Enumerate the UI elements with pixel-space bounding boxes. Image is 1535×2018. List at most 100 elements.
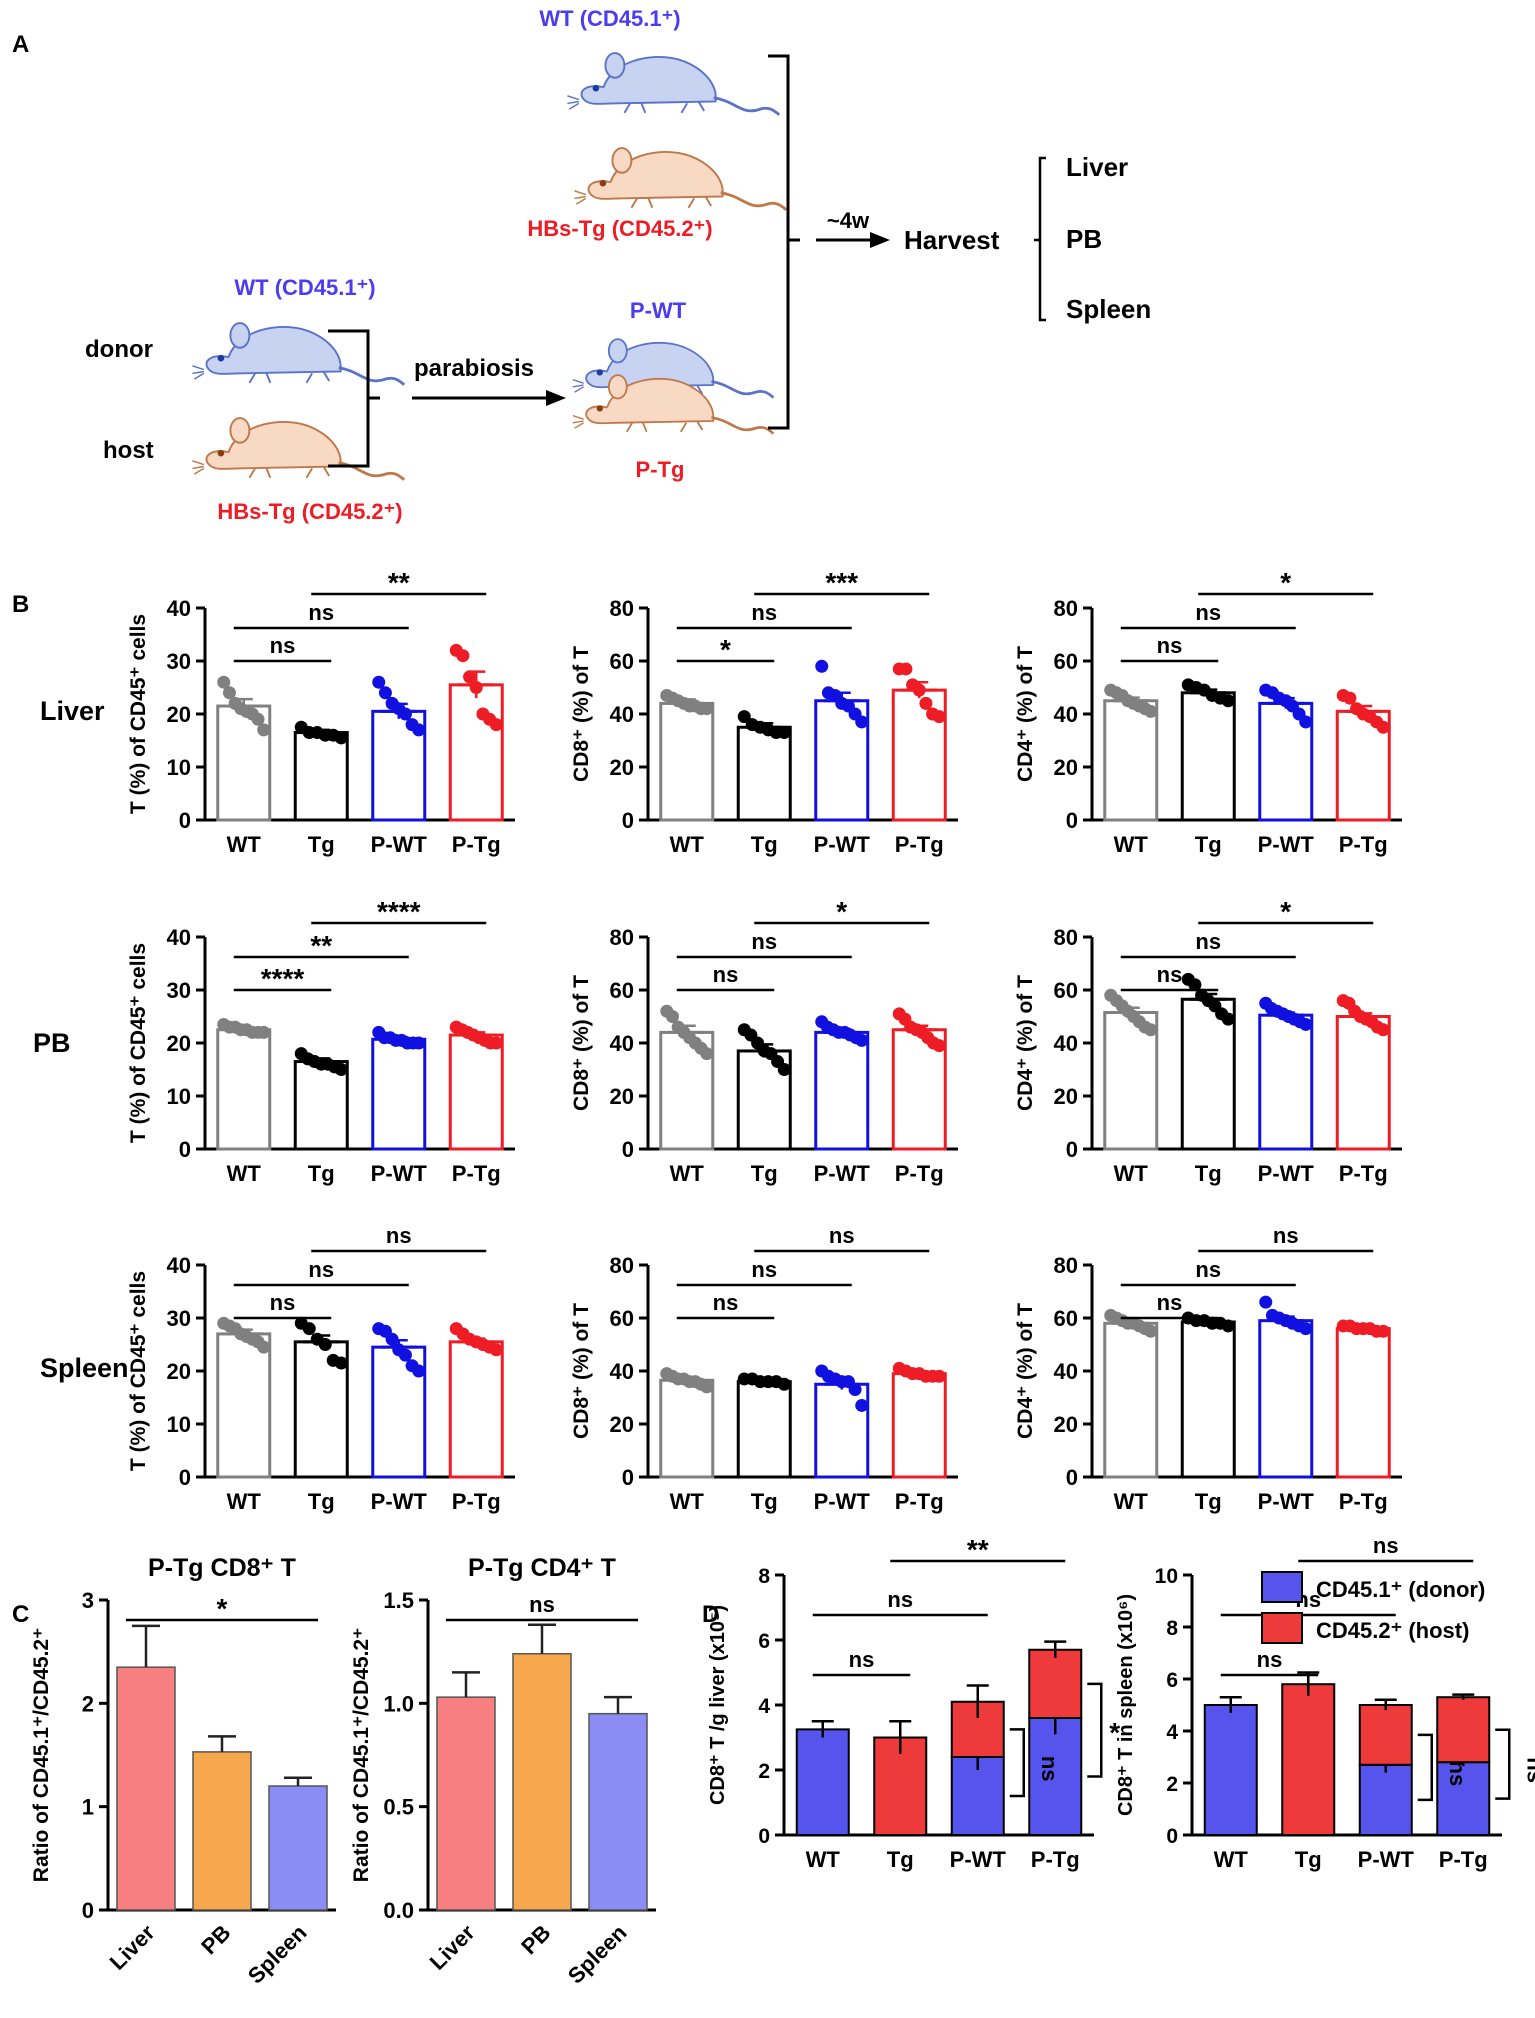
y-tick-label: 80 [1054,596,1078,621]
significance-label: ns [829,1223,855,1248]
mouse-whiskers [192,460,205,475]
chart-spleen-t: 0 10 20 30 40 T (%) of CD45⁺ cells WT Tg P-WT P-T… [127,1223,515,1514]
wt-top-label: WT (CD45.1⁺) [539,6,680,31]
chart-d-liver-stacked: 0 2 4 6 8 CD8⁺ T /g liver (x10⁵) WT Tg P-WT P-Tg n… [707,1534,1120,1872]
y-tick-label: 1 [82,1795,94,1820]
x-tick-label: P-WT [814,1161,871,1186]
x-tick-label: WT [227,1489,262,1514]
data-point [1188,978,1202,992]
y-tick-label: 20 [610,755,634,780]
y-tick-label: 40 [167,925,191,950]
bar [891,1372,947,1479]
y-tick-label: 30 [167,978,191,1003]
x-tick-label: WT [1214,1847,1249,1872]
y-axis-label: CD4⁺ (%) of T [1014,646,1037,782]
donor-segment [1203,1704,1258,1836]
arrow-head-icon [546,390,566,406]
y-tick-label: 40 [167,1253,191,1278]
y-tick-label: 0 [1066,1465,1078,1490]
chart-liver-t: 0 10 20 30 40 T (%) of CD45⁺ cells WT Tg P-WT P-T… [127,567,515,857]
y-tick-label: 20 [167,702,191,727]
y-tick-label: 30 [167,649,191,674]
data-point [469,681,483,694]
data-point [378,686,392,700]
within-group-bracket [1087,1682,1103,1778]
host-segment [1436,1696,1491,1764]
mouse-tail [711,380,775,399]
chart-c-cd8-ratio: 0 1 2 3 Ratio of CD45.1⁺/CD45.2⁺ P-Tg CD8⁺ T L… [30,1554,336,1989]
y-tick-label: 60 [610,978,634,1003]
data-point [398,707,412,721]
bar [448,1033,504,1151]
y-tick-label: 40 [1054,702,1078,727]
x-tick-label: Tg [308,1489,335,1514]
data-point [456,649,470,663]
data-point [777,1377,791,1391]
parabiosis-label: parabiosis [414,355,534,382]
data-point [1299,1017,1313,1031]
data-point [257,1340,271,1354]
mouse-head [587,180,621,200]
y-tick-label: 80 [610,925,634,950]
bar [1258,1013,1314,1151]
y-tick-label: 40 [610,702,634,727]
data-point [1343,691,1357,705]
x-tick-label: P-Tg [1339,1161,1388,1186]
bar [736,1380,792,1479]
significance-label: ns [751,1257,777,1282]
x-tick-label: WT [227,832,262,857]
mouse-feet [623,101,706,114]
y-tick-label: 6 [1166,1669,1178,1692]
data-point [1299,1322,1313,1336]
x-tick-label: P-Tg [452,1489,501,1514]
bar [116,1666,176,1911]
significance-label: ns [1157,633,1183,658]
significance-label: ns [1195,1257,1221,1282]
data-point [1221,694,1235,708]
wt-donor-label: WT (CD45.1⁺) [234,275,375,300]
data-point [700,1047,714,1061]
chart-pb-t: 0 10 20 30 40 T (%) of CD45⁺ cells WT Tg P-WT P-T… [127,896,515,1186]
data-point [1259,1295,1273,1309]
donor-segment [1358,1763,1413,1837]
donor-segment [1436,1761,1491,1836]
legend-label-donor: CD45.1⁺ (donor) [1316,1577,1485,1602]
y-tick-label: 60 [1054,978,1078,1003]
y-tick-label: 3 [82,1588,94,1613]
bar [1258,1319,1314,1479]
bar [588,1712,648,1911]
data-point [665,1010,679,1023]
mouse-feet [248,371,331,384]
mouse-tail [338,366,406,386]
x-tick-label: WT [227,1161,262,1186]
host-mouse-icon [192,417,406,481]
data-point [815,659,829,673]
p-tg-mouse-icon [572,374,775,435]
tg-top-label: HBs-Tg (CD45.2⁺) [527,216,712,241]
data-point [489,1343,503,1357]
mouse-eye [596,405,603,412]
mouse-ear [607,338,628,364]
y-tick-label: 20 [1054,1084,1078,1109]
panel-label-c: C [12,1601,29,1628]
bar [436,1696,496,1911]
mouse-eye [592,84,600,92]
data-point [257,723,271,737]
x-tick-label: P-Tg [895,1489,944,1514]
within-group-label: ns [1445,1761,1470,1787]
y-tick-label: 60 [1054,1306,1078,1331]
time-label: ~4w [827,208,870,233]
chart-d-spleen-stacked: 0 2 4 6 8 10 CD8⁺ T in spleen (x10⁶) WT Tg P-WT P-… [1115,1533,1535,1872]
y-axis-label: CD8⁺ T /g liver (x10⁵) [707,1605,729,1805]
x-tick-label: Tg [308,1161,335,1186]
harvest-label: Harvest [904,225,1000,255]
x-tick-label: P-Tg [1439,1847,1488,1872]
x-tick-label: P-Tg [895,832,944,857]
data-point [334,1063,348,1076]
data-point [251,712,265,726]
y-tick-label: 0.5 [383,1795,414,1820]
mouse-tail [713,96,781,116]
mouse-eye [596,369,603,376]
y-tick-label: 0.0 [383,1898,414,1923]
